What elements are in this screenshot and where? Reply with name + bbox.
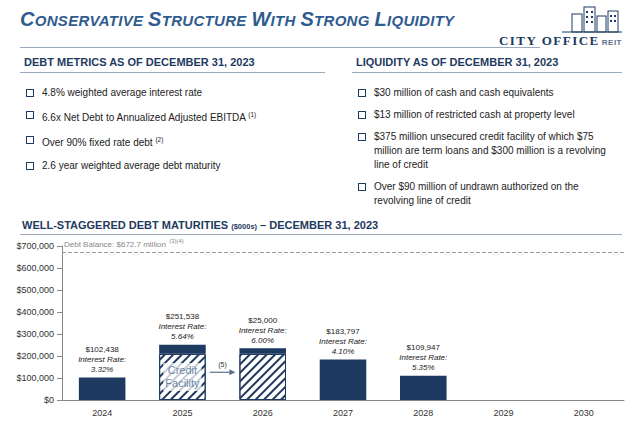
svg-text:$102,438: $102,438 xyxy=(85,345,119,354)
html-text:Over $90 million of undrawn au: Over $90 million of undrawn authorized o… xyxy=(374,181,579,206)
svg-text:$400,000: $400,000 xyxy=(16,307,54,317)
svg-text:3.32%: 3.32% xyxy=(91,365,114,374)
svg-text:2030: 2030 xyxy=(574,408,594,418)
svg-text:$109,947: $109,947 xyxy=(407,343,441,352)
html-text:4.8% weighted average interest: 4.8% weighted average interest rate xyxy=(42,87,203,98)
svg-text:5.64%: 5.64% xyxy=(171,332,194,341)
svg-text:$0: $0 xyxy=(44,395,54,405)
html-text:CITY OFFICEREIT: CITY OFFICEREIT xyxy=(498,33,622,48)
svg-text:Interest Rate:: Interest Rate: xyxy=(399,353,447,362)
svg-text:$25,000: $25,000 xyxy=(248,316,277,325)
svg-text:$100,000: $100,000 xyxy=(16,373,54,383)
html-text:$375 million unsecured credit: $375 million unsecured credit facility o… xyxy=(374,131,606,170)
svg-text:$600,000: $600,000 xyxy=(16,263,54,273)
svg-text:$251,538: $251,538 xyxy=(166,312,200,321)
html-text:DEBT METRICS AS OF DECEMBER 31: DEBT METRICS AS OF DECEMBER 31, 2023 xyxy=(24,56,255,68)
svg-text:$700,000: $700,000 xyxy=(16,241,54,251)
svg-text:Facility: Facility xyxy=(165,377,200,389)
svg-text:Interest Rate:: Interest Rate: xyxy=(78,355,126,364)
svg-text:$500,000: $500,000 xyxy=(16,285,54,295)
svg-text:6.00%: 6.00% xyxy=(251,336,274,345)
svg-text:2028: 2028 xyxy=(413,408,433,418)
html-text:WELL-STAGGERED DEBT MATURITIES: WELL-STAGGERED DEBT MATURITIES($000s)– D… xyxy=(22,219,379,231)
html-text:Over 90% fixed rate debt (2): Over 90% fixed rate debt (2) xyxy=(42,136,164,149)
svg-text:2027: 2027 xyxy=(333,408,353,418)
svg-text:$200,000: $200,000 xyxy=(16,351,54,361)
html-text:CONSERVATIVE STRUCTURE WITH ST: CONSERVATIVE STRUCTURE WITH STRONG LIQUI… xyxy=(20,8,455,30)
svg-text:Interest Rate:: Interest Rate: xyxy=(158,322,206,331)
svg-text:2029: 2029 xyxy=(494,408,514,418)
html-text:LIQUIDITY AS OF DECEMBER 31, 2: LIQUIDITY AS OF DECEMBER 31, 2023 xyxy=(356,56,559,68)
svg-text:(5): (5) xyxy=(218,361,227,369)
svg-text:5.35%: 5.35% xyxy=(412,363,435,372)
svg-text:Interest Rate:: Interest Rate: xyxy=(319,337,367,346)
svg-text:4.10%: 4.10% xyxy=(332,347,355,356)
html-text:$30 million of cash and cash e: $30 million of cash and cash equivalents xyxy=(374,87,554,98)
html-text:6.6x Net Debt to Annualized Ad: 6.6x Net Debt to Annualized Adjusted EBI… xyxy=(42,111,257,124)
svg-text:2026: 2026 xyxy=(253,408,273,418)
html-text:$13 million of restricted cash: $13 million of restricted cash at proper… xyxy=(374,109,575,120)
svg-text:Interest Rate:: Interest Rate: xyxy=(239,326,287,335)
svg-text:$300,000: $300,000 xyxy=(16,329,54,339)
svg-text:$183,797: $183,797 xyxy=(326,327,360,336)
svg-text:(3)(4): (3)(4) xyxy=(169,238,184,244)
svg-text:Debt Balance: $672.7 million: Debt Balance: $672.7 million xyxy=(64,240,166,249)
html-text:2.6 year weighted average debt: 2.6 year weighted average debt maturity xyxy=(42,159,221,171)
svg-text:2024: 2024 xyxy=(92,408,112,418)
svg-text:2025: 2025 xyxy=(172,408,192,418)
svg-text:Credit: Credit xyxy=(168,364,197,376)
